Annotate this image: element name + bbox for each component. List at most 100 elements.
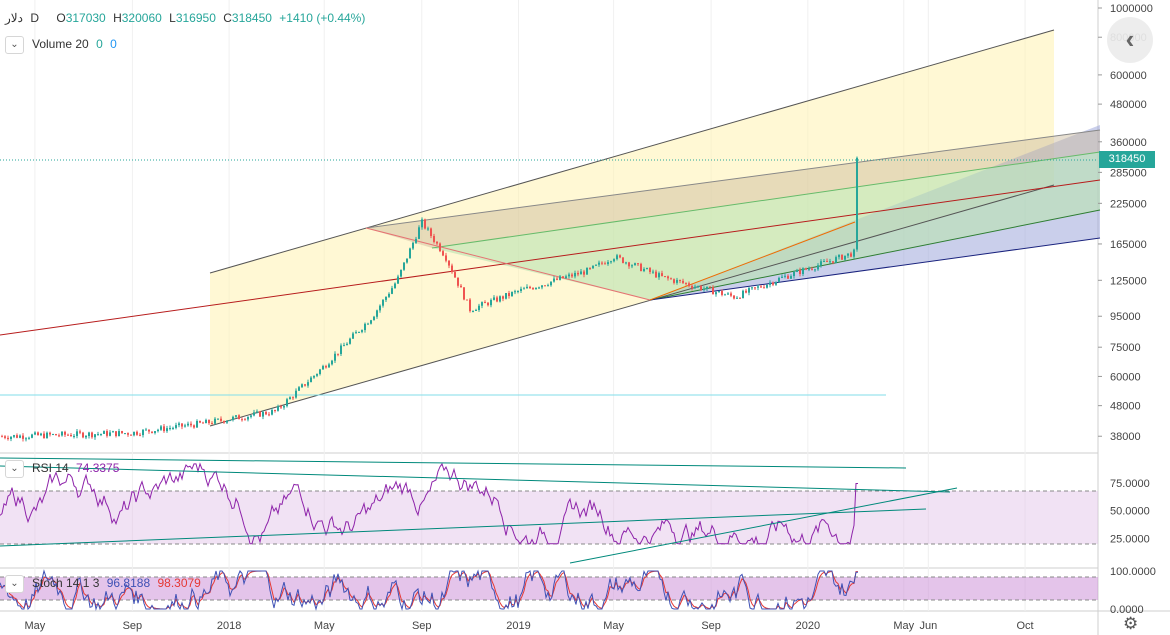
settings-button[interactable]: ⚙: [1123, 614, 1138, 634]
candle-body: [52, 434, 54, 436]
candle-body: [415, 238, 417, 243]
candle-body: [550, 281, 552, 286]
price-tick-label: 165000: [1110, 239, 1147, 251]
candle-body: [439, 243, 441, 252]
candle-body: [658, 273, 660, 278]
green-channel-bottom: [649, 209, 1101, 301]
candle-body: [799, 269, 801, 275]
candle-body: [361, 330, 363, 332]
candle-body: [262, 411, 264, 417]
chevron-left-icon: ‹: [1125, 24, 1135, 54]
candle-body: [718, 291, 720, 293]
volume-value-2: 0: [110, 37, 117, 51]
rsi-collapse-button[interactable]: ⌄: [5, 460, 24, 478]
rsi-trend-4: [569, 487, 958, 564]
candle-body: [4, 436, 6, 438]
candle-body: [265, 411, 267, 415]
candle-body: [829, 261, 831, 263]
candle-body: [199, 420, 201, 423]
candle-body: [673, 279, 675, 283]
candle-body: [235, 415, 237, 417]
drawing-tools[interactable]: [0, 29, 1101, 427]
candle-body: [13, 435, 15, 437]
time-axis[interactable]: May Sep 2018 May Sep 2019 May Sep 2020 May Jun Oct: [24, 620, 1033, 632]
candle-body: [793, 271, 795, 277]
candle-body: [832, 261, 834, 263]
candle-body: [238, 415, 240, 420]
candle-body: [268, 414, 270, 416]
candle-body: [19, 435, 21, 438]
candle-body: [487, 302, 489, 306]
rsi-band: [0, 491, 1098, 544]
candle-body: [46, 432, 48, 439]
candle-body: [655, 271, 657, 278]
candle-body: [787, 275, 789, 279]
candle-body: [217, 418, 219, 420]
candle-body: [727, 293, 729, 295]
candle-body: [205, 419, 207, 424]
stoch-axis[interactable]: 100.0000 0.0000: [1110, 566, 1156, 616]
candle-body: [538, 287, 540, 289]
candle-body: [664, 276, 666, 278]
price-tick-label: 480000: [1110, 99, 1147, 111]
candle-body: [478, 305, 480, 310]
candle-body: [169, 428, 171, 430]
candle-body: [274, 409, 276, 411]
candle-body: [853, 249, 855, 257]
red-diagonal-line: [365, 227, 651, 301]
candle-body: [16, 435, 18, 438]
candle-body: [82, 432, 84, 438]
chevron-down-icon: ⌄: [10, 463, 19, 474]
candle-body: [115, 431, 117, 437]
price-series: [1, 156, 858, 442]
candle-body: [28, 437, 30, 439]
candle-body: [310, 377, 312, 383]
interval-label[interactable]: D: [30, 11, 39, 25]
stoch-collapse-button[interactable]: ⌄: [5, 575, 24, 593]
candle-body: [160, 426, 162, 430]
candle-body: [778, 277, 780, 282]
candle-body: [421, 219, 423, 228]
candle-body: [565, 276, 567, 279]
stoch-tick-label: 0.0000: [1110, 604, 1144, 616]
volume-collapse-button[interactable]: ⌄: [5, 36, 24, 54]
candle-body: [469, 299, 471, 312]
candle-body: [367, 323, 369, 325]
rsi-tick-label: 50.0000: [1110, 506, 1150, 518]
candle-body: [433, 235, 435, 242]
candle-body: [757, 286, 759, 288]
time-tick-label: May: [314, 620, 335, 632]
price-tick-label: 38000: [1110, 431, 1141, 443]
candle-body: [775, 281, 777, 285]
currency-label: دلار: [5, 11, 23, 25]
time-tick-label: Sep: [701, 620, 721, 632]
candle-body: [760, 286, 762, 288]
candle-body: [379, 305, 381, 311]
candle-body: [748, 288, 750, 293]
candle-body: [856, 157, 858, 250]
rsi-axis[interactable]: 75.0000 50.0000 25.0000: [1110, 478, 1150, 546]
candle-body: [631, 265, 633, 267]
candle-body: [109, 432, 111, 436]
channel-upper-line: [209, 29, 1055, 274]
candle-body: [568, 274, 570, 277]
candle-body: [286, 399, 288, 407]
candle-body: [298, 387, 300, 391]
candle-body: [121, 431, 123, 434]
price-axis[interactable]: 1000000800000600000480000360000285000225…: [1098, 3, 1153, 443]
candle-body: [457, 277, 459, 286]
candle-body: [304, 384, 306, 386]
candle-body: [136, 431, 138, 435]
candle-body: [781, 276, 783, 278]
candle-body: [679, 279, 681, 281]
back-button[interactable]: ‹: [1107, 17, 1153, 63]
candle-body: [670, 278, 672, 280]
candle-body: [637, 263, 639, 265]
rsi-tick-label: 75.0000: [1110, 478, 1150, 490]
candle-body: [61, 431, 63, 436]
candle-body: [784, 275, 786, 277]
candle-body: [163, 426, 165, 432]
channel-lower-line: [209, 184, 1055, 427]
